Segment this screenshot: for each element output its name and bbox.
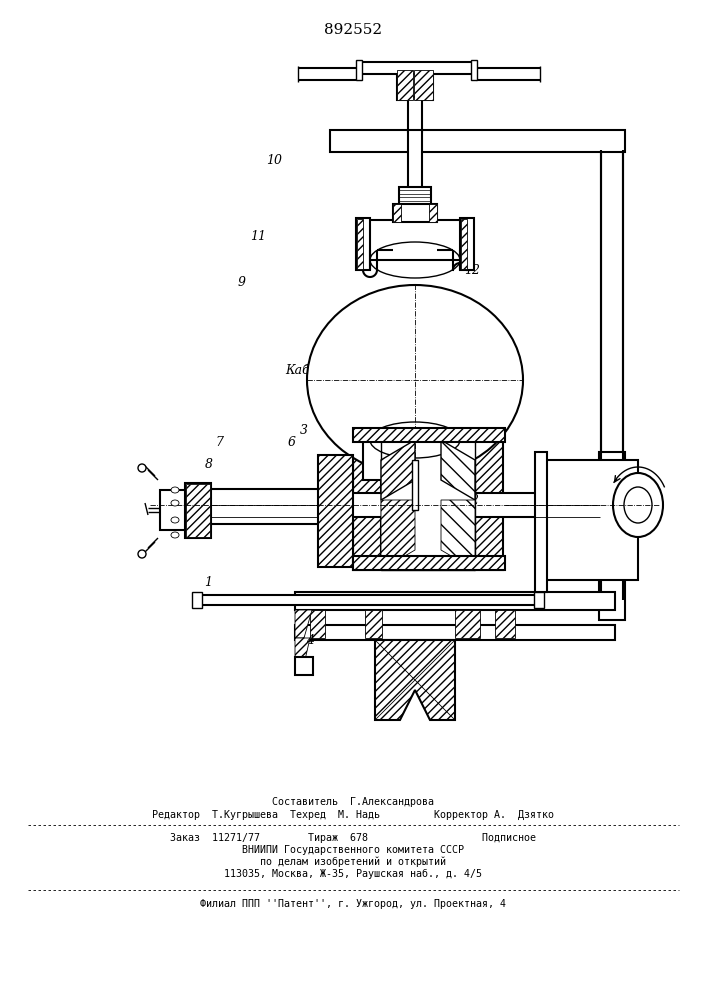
Bar (318, 455, 353, 567)
Bar (186, 484, 210, 537)
Bar (353, 428, 505, 442)
Bar (393, 204, 437, 222)
Bar (357, 219, 363, 269)
Bar (540, 460, 638, 580)
Polygon shape (375, 640, 455, 720)
Text: Редактор  Т.Кугрышева  Техред  М. Надь         Корректор А.  Дзятко: Редактор Т.Кугрышева Техред М. Надь Корр… (153, 810, 554, 820)
Bar (471, 60, 477, 80)
Polygon shape (295, 610, 312, 638)
Polygon shape (495, 610, 515, 638)
Ellipse shape (138, 550, 146, 558)
Text: 2: 2 (469, 493, 478, 506)
Bar (200, 595, 540, 605)
Bar (363, 220, 467, 260)
Text: 8: 8 (205, 458, 214, 472)
Text: 3: 3 (300, 424, 308, 436)
Polygon shape (365, 610, 382, 638)
Bar (381, 440, 475, 570)
Bar (393, 204, 401, 222)
Polygon shape (455, 610, 480, 638)
Bar (461, 219, 467, 269)
Bar (358, 62, 473, 74)
Bar (429, 204, 437, 222)
Text: по делам изобретений и открытий: по делам изобретений и открытий (260, 857, 447, 867)
Bar (601, 150, 623, 600)
Bar (534, 592, 544, 608)
Ellipse shape (613, 473, 663, 537)
Bar (397, 70, 433, 100)
Text: 4: 4 (305, 634, 314, 647)
Text: 12: 12 (464, 263, 480, 276)
Text: 6: 6 (288, 436, 296, 448)
Text: 892552: 892552 (325, 23, 382, 37)
Bar (408, 97, 422, 132)
Ellipse shape (171, 517, 179, 523)
Text: Филиал ППП ''Патент'', г. Ужгород, ул. Проектная, 4: Филиал ППП ''Патент'', г. Ужгород, ул. П… (201, 899, 506, 909)
Text: Заказ  11271/77        Тираж  678                   Подписное: Заказ 11271/77 Тираж 678 Подписное (170, 833, 537, 843)
Ellipse shape (171, 532, 179, 538)
Bar (185, 483, 211, 538)
Text: 10: 10 (267, 153, 282, 166)
Text: 11: 11 (250, 231, 266, 243)
Bar (295, 625, 615, 640)
Text: 7: 7 (215, 436, 223, 448)
Ellipse shape (171, 487, 179, 493)
Bar (535, 452, 547, 592)
Polygon shape (381, 500, 415, 570)
Bar (356, 60, 362, 80)
Text: 9: 9 (238, 275, 246, 288)
Bar (210, 493, 610, 517)
Text: 113035, Москва, Ж-35, Раушская наб., д. 4/5: 113035, Москва, Ж-35, Раушская наб., д. … (225, 869, 482, 879)
Bar (356, 218, 370, 270)
Bar (408, 130, 422, 190)
Ellipse shape (171, 500, 179, 506)
Bar (192, 592, 202, 608)
Bar (399, 187, 431, 205)
Polygon shape (441, 440, 475, 500)
Polygon shape (295, 638, 310, 660)
Bar (414, 70, 433, 100)
Bar (210, 489, 320, 524)
Bar (353, 556, 505, 570)
Polygon shape (310, 610, 325, 638)
Bar (475, 440, 503, 570)
Text: ВНИИПИ Государственного комитета СССР: ВНИИПИ Государственного комитета СССР (243, 845, 464, 855)
Bar (160, 490, 185, 530)
Ellipse shape (307, 285, 523, 475)
Text: 1: 1 (204, 576, 213, 588)
Bar (353, 440, 381, 570)
Text: Составитель  Г.Александрова: Составитель Г.Александрова (272, 797, 435, 807)
Bar (295, 657, 313, 675)
Text: 5: 5 (341, 526, 349, 538)
Polygon shape (441, 500, 475, 570)
Bar (412, 460, 418, 510)
Bar (397, 70, 413, 100)
Bar (363, 440, 467, 480)
Bar (330, 130, 625, 152)
Bar (460, 218, 474, 270)
Text: Кабель: Кабель (285, 363, 332, 376)
Polygon shape (381, 440, 415, 500)
Text: 8: 8 (185, 486, 194, 498)
Ellipse shape (138, 464, 146, 472)
Bar (599, 452, 625, 620)
Bar (295, 592, 615, 610)
